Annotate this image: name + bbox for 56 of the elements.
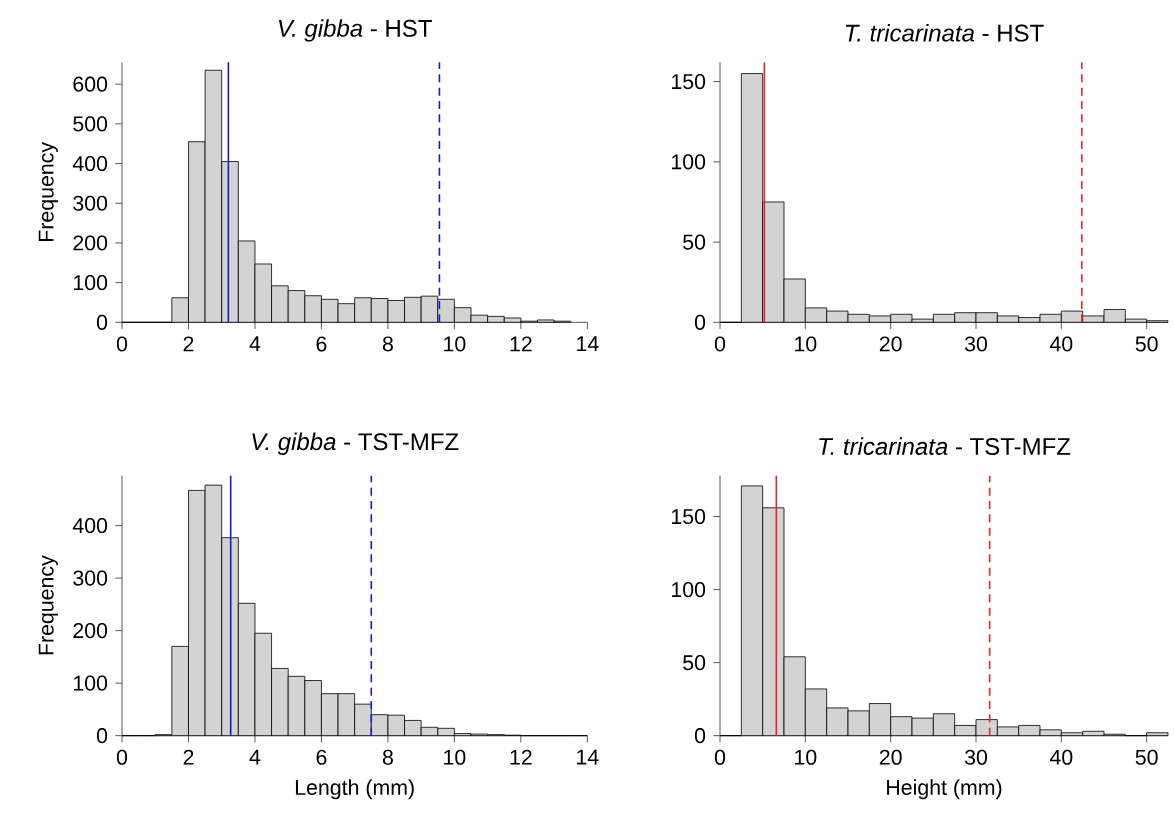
x-tick-label: 8 bbox=[382, 749, 393, 765]
y-tick-label: 0 bbox=[96, 728, 108, 744]
x-tick-label: 2 bbox=[183, 749, 194, 765]
chart-title: T. tricarinata - TST-MFZ bbox=[819, 437, 1071, 455]
y-tick-label: 0 bbox=[96, 314, 108, 330]
x-tick-label: 50 bbox=[1135, 749, 1158, 765]
x-tick-label: 0 bbox=[714, 336, 726, 352]
y-tick-label: 200 bbox=[73, 623, 108, 639]
x-tick-label: 12 bbox=[510, 336, 532, 352]
x-tick-label: 30 bbox=[964, 749, 988, 765]
chart-title: V. gibba - HST bbox=[278, 19, 432, 42]
y-tick-label: 100 bbox=[73, 275, 108, 291]
y-tick-label: 100 bbox=[73, 675, 108, 691]
chart-title: V. gibba - TST-MFZ bbox=[252, 432, 459, 455]
y-tick-label: 300 bbox=[73, 570, 108, 586]
x-tick-label: 10 bbox=[444, 336, 466, 352]
y-tick-label: 400 bbox=[72, 518, 108, 534]
x-axis-title: Height (mm) bbox=[887, 779, 1002, 800]
y-tick-label: 300 bbox=[73, 195, 108, 211]
x-tick-label: 0 bbox=[714, 749, 726, 765]
y-tick-label: 50 bbox=[683, 655, 706, 671]
x-tick-label: 8 bbox=[382, 336, 393, 352]
x-tick-label: 40 bbox=[1049, 336, 1073, 352]
x-tick-label: 6 bbox=[316, 749, 327, 765]
x-tick-label: 14 bbox=[577, 336, 599, 352]
y-tick-label: 0 bbox=[694, 314, 706, 330]
x-tick-label: 10 bbox=[795, 336, 817, 352]
x-tick-label: 10 bbox=[444, 749, 466, 765]
y-tick-label: 600 bbox=[73, 76, 108, 92]
x-tick-label: 4 bbox=[249, 336, 261, 352]
x-tick-label: 0 bbox=[116, 336, 128, 352]
y-tick-label: 50 bbox=[683, 234, 706, 250]
x-axis-title: Length (mm) bbox=[295, 779, 414, 800]
y-axis-title: Frequency bbox=[38, 555, 58, 655]
y-axis-title: Frequency bbox=[38, 141, 58, 241]
x-tick-label: 20 bbox=[879, 336, 902, 352]
y-tick-label: 100 bbox=[672, 154, 706, 170]
x-tick-label: 40 bbox=[1049, 749, 1073, 765]
y-tick-label: 150 bbox=[672, 509, 706, 525]
x-tick-label: 6 bbox=[316, 336, 327, 352]
y-tick-label: 150 bbox=[672, 74, 706, 90]
y-tick-label: 100 bbox=[672, 582, 706, 598]
x-tick-label: 2 bbox=[183, 336, 194, 352]
x-tick-label: 30 bbox=[964, 336, 988, 352]
x-tick-label: 14 bbox=[577, 749, 599, 765]
x-tick-label: 10 bbox=[795, 749, 817, 765]
y-tick-label: 0 bbox=[694, 728, 706, 744]
x-tick-label: 0 bbox=[116, 749, 128, 765]
x-tick-label: 12 bbox=[510, 749, 532, 765]
x-tick-label: 50 bbox=[1135, 336, 1158, 352]
chart-title: T. tricarinata - HST bbox=[845, 23, 1044, 42]
x-tick-label: 20 bbox=[879, 749, 902, 765]
y-tick-label: 200 bbox=[73, 235, 108, 251]
y-tick-label: 400 bbox=[72, 156, 108, 172]
y-tick-label: 500 bbox=[73, 116, 108, 132]
x-tick-label: 4 bbox=[249, 749, 261, 765]
